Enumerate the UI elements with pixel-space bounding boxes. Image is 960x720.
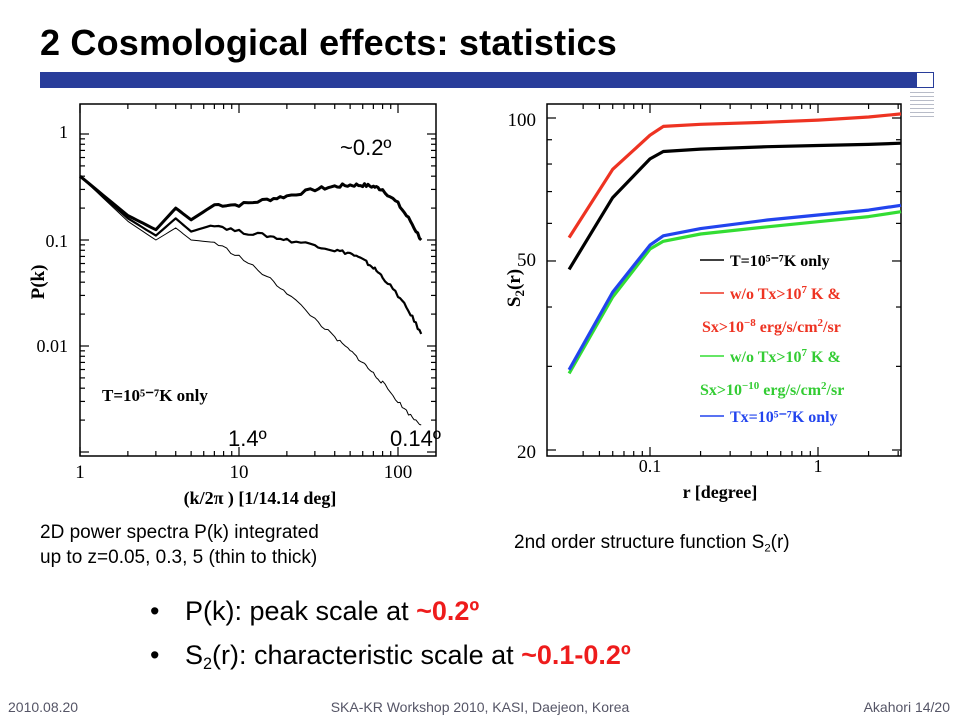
pk-ytick-label: 0.1 bbox=[46, 231, 69, 251]
s2-ytick-label: 20 bbox=[517, 442, 536, 463]
slide-title: 2 Cosmological effects: statistics bbox=[40, 22, 617, 63]
power-spectrum-chart: 1 0.1 0.01 1 10 100 (k/2π ) [1/14.14 deg… bbox=[28, 103, 441, 509]
bullet-text: P(k): peak scale at bbox=[185, 596, 417, 626]
s2-legend-label: Tx=10⁵⁻⁷K only bbox=[730, 409, 838, 426]
bullet-list: • P(k): peak scale at ~0.2º • S2(r): cha… bbox=[150, 596, 631, 684]
bullet-highlight: ~0.1-0.2º bbox=[521, 640, 631, 670]
s2-legend-label: Sx>10−8 erg/s/cm2/sr bbox=[702, 317, 841, 336]
title-accent-box bbox=[916, 72, 934, 88]
s2-series-line bbox=[567, 203, 902, 371]
bullet-text: S bbox=[185, 640, 204, 670]
s2-xtick-label: 0.1 bbox=[639, 456, 662, 476]
s2-legend-label: Sx>10−10 erg/s/cm2/sr bbox=[700, 380, 844, 399]
s2-series-line bbox=[567, 141, 902, 271]
bullet-item: • S2(r): characteristic scale at ~0.1-0.… bbox=[150, 640, 631, 684]
s2-ytick-label: 100 bbox=[508, 110, 537, 131]
bullet-item: • P(k): peak scale at ~0.2º bbox=[150, 596, 631, 640]
structure-function-chart: 100 50 20 0.1 1 r [degree] S2(r) T=10⁵⁻⁷… bbox=[504, 103, 902, 502]
pk-xtick-label: 1 bbox=[75, 462, 85, 483]
bullet-highlight: ~0.2º bbox=[416, 596, 480, 626]
pk-annotation-scale-small: 0.14º bbox=[390, 426, 441, 451]
s2-legend-label: T=10⁵⁻⁷K only bbox=[730, 253, 830, 270]
right-caption-suffix: (r) bbox=[770, 532, 790, 553]
footer-date: 2010.08.20 bbox=[8, 699, 79, 715]
left-caption-line: up to z=0.05, 0.3, 5 (thin to thick) bbox=[40, 547, 318, 568]
right-caption-text: 2nd order structure function S bbox=[514, 532, 765, 553]
s2-y-axis-label: S2(r) bbox=[504, 269, 527, 307]
s2-x-axis-label: r [degree] bbox=[683, 482, 758, 502]
s2-legend-label: w/o Tx>107 K & bbox=[730, 347, 841, 366]
bullet-sub: 2 bbox=[203, 654, 213, 673]
pk-x-axis-label: (k/2π ) [1/14.14 deg] bbox=[184, 488, 337, 509]
footer-page: Akahori 14/20 bbox=[863, 699, 950, 715]
pk-plot-frame bbox=[79, 103, 437, 457]
pk-ytick-label: 1 bbox=[59, 122, 68, 142]
pk-series-line bbox=[79, 175, 422, 426]
s2-ytick-label: 50 bbox=[517, 250, 536, 271]
s2-legend-label: w/o Tx>107 K & bbox=[730, 284, 841, 303]
s2-legend: T=10⁵⁻⁷K only w/o Tx>107 K & Sx>10−8 erg… bbox=[700, 253, 844, 426]
pk-y-axis-label: P(k) bbox=[28, 265, 49, 300]
s2-xtick-label: 1 bbox=[814, 456, 823, 476]
pk-ytick-label: 0.01 bbox=[37, 336, 69, 356]
right-chart-caption: 2nd order structure function S2(r) bbox=[514, 530, 790, 561]
decorative-hatch-icon bbox=[910, 92, 934, 122]
bullet-marker: • bbox=[150, 596, 160, 626]
footer-event: SKA-KR Workshop 2010, KASI, Daejeon, Kor… bbox=[330, 699, 630, 715]
bullet-marker: • bbox=[150, 640, 160, 670]
pk-legend-label: T=10⁵⁻⁷K only bbox=[102, 386, 208, 405]
pk-xtick-label: 100 bbox=[384, 462, 413, 483]
s2-series-line bbox=[567, 112, 902, 239]
pk-annotation-scale-large: 1.4º bbox=[228, 426, 267, 451]
title-accent-bar bbox=[40, 72, 916, 88]
right-caption-sub: 2 bbox=[764, 542, 771, 555]
left-caption-line: 2D power spectra P(k) integrated bbox=[40, 522, 319, 543]
pk-annotation-peak: ~0.2º bbox=[340, 135, 391, 160]
s2-series-line bbox=[567, 210, 902, 375]
s2-plot-frame bbox=[546, 103, 902, 457]
pk-xtick-label: 10 bbox=[230, 462, 249, 483]
left-chart-caption: 2D power spectra P(k) integrated up to z… bbox=[40, 520, 319, 570]
bullet-text: (r): characteristic scale at bbox=[212, 640, 522, 670]
pk-series-line bbox=[79, 175, 423, 335]
pk-series-line bbox=[79, 175, 423, 242]
